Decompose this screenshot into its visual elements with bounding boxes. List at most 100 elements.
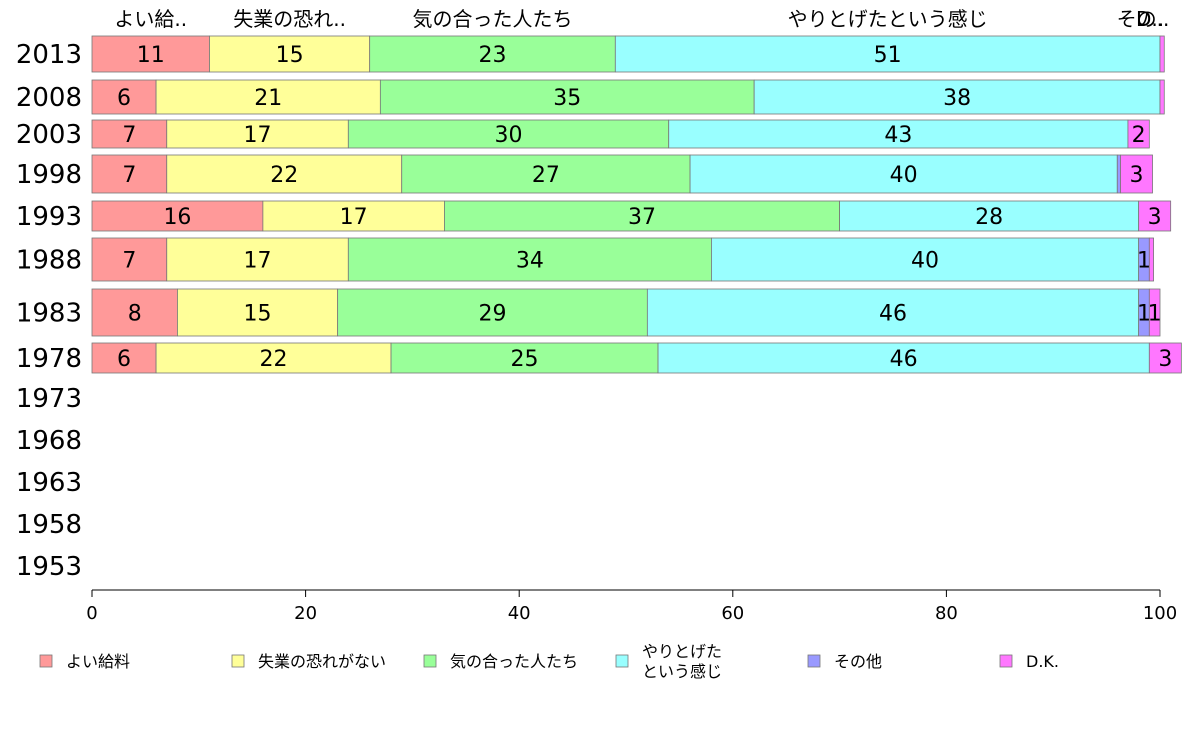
bar-segment	[155, 342, 392, 374]
bar-value-label: 17	[244, 249, 272, 274]
bar-segment	[379, 79, 755, 115]
y-tick-label: 2008	[16, 83, 82, 113]
bar-value-label: 7	[122, 163, 136, 188]
bar-segment	[657, 342, 1150, 374]
bar-value-label: 2	[1132, 123, 1146, 148]
bar-segment	[91, 154, 168, 194]
legend-label: よい給料	[66, 652, 130, 671]
bar-segment	[166, 119, 349, 149]
legend-label: D.K.	[1026, 652, 1059, 671]
y-tick-label: 2013	[16, 40, 82, 70]
bar-value-label: 17	[244, 123, 272, 148]
legend: よい給料 失業の恐れがない 気の合った人たち やりとげたという感じ その他 D.K.	[39, 642, 1059, 681]
bar-value-label: 51	[874, 43, 902, 68]
bar-segment	[753, 79, 1161, 115]
column-header: 気の合った人たち	[413, 7, 573, 31]
bar-segment	[347, 237, 712, 282]
bar-value-label: 6	[117, 347, 131, 372]
bar-value-label: 11	[137, 43, 165, 68]
bar-segment	[1116, 154, 1121, 194]
bar-value-label: 25	[511, 347, 539, 372]
bar-value-label: 28	[975, 205, 1003, 230]
bar-value-label: 46	[879, 302, 907, 327]
legend-label: やりとげたという感じ	[642, 642, 722, 681]
bar-segment	[91, 79, 157, 115]
y-axis-labels: 2013 2008 2003 1998 1993 1988 1983 1978 1973 1968…	[16, 40, 82, 582]
y-tick-label: 1993	[16, 202, 82, 232]
bar-segment	[1120, 154, 1153, 194]
bar-value-label: 38	[943, 86, 971, 111]
column-headers: よい給.. 失業の恐れ.. 気の合った人たち やりとげたという感じ その..D..	[114, 7, 1169, 31]
bar-value-label: 3	[1158, 347, 1172, 372]
legend-swatch	[231, 654, 245, 668]
bar-value-label: 17	[340, 205, 368, 230]
bar-value-label: 6	[117, 86, 131, 111]
y-tick-label: 1988	[16, 246, 82, 276]
y-tick-label: 1983	[16, 299, 82, 329]
bar-segment	[209, 35, 371, 73]
bar-segment	[614, 35, 1161, 73]
column-header: やりとげたという感じ	[788, 7, 988, 31]
bar-segment	[839, 200, 1140, 232]
legend-label-line: やりとげた	[642, 642, 722, 661]
bar-value-label: 16	[163, 205, 191, 230]
bar-value-label: 23	[479, 43, 507, 68]
legend-swatch	[999, 654, 1013, 668]
bar-segment	[155, 79, 381, 115]
legend-label: 失業の恐れがない	[258, 652, 386, 671]
bar-segment	[1148, 237, 1154, 282]
bar-segment	[1148, 342, 1182, 374]
bar-segment	[91, 288, 178, 337]
bar-value-label: 40	[890, 163, 918, 188]
y-tick-label: 1973	[16, 384, 82, 414]
x-tick-label: 80	[935, 603, 958, 624]
y-tick-label: 1958	[16, 510, 82, 540]
legend-label: その他	[834, 652, 882, 671]
y-tick-label: 1953	[16, 552, 82, 582]
bar-segment	[369, 35, 616, 73]
bar-value-label: 27	[532, 163, 560, 188]
bar-value-label: 8	[128, 302, 142, 327]
column-header: 失業の恐れ..	[233, 7, 346, 31]
column-header: D..	[1136, 7, 1164, 31]
bar-value-label: 35	[553, 86, 581, 111]
bar-segment	[1127, 119, 1150, 149]
bar-value-label: 22	[270, 163, 298, 188]
bar-value-label: 15	[244, 302, 272, 327]
x-axis: 0 20 40 60 80 100	[86, 589, 1177, 624]
bar-segment	[646, 288, 1140, 337]
bar-value-label: 29	[479, 302, 507, 327]
bar-value-label: 21	[254, 86, 282, 111]
y-tick-label: 1963	[16, 468, 82, 498]
bar-value-label: 43	[884, 123, 912, 148]
x-tick-label: 40	[508, 603, 531, 624]
bar-segment	[177, 288, 339, 337]
bar-value-label: 1	[1137, 302, 1151, 327]
bar-segment	[91, 35, 210, 73]
bar-segment	[390, 342, 659, 374]
bar-segment	[166, 154, 403, 194]
x-tick-label: 100	[1143, 603, 1177, 624]
bar-segment	[1159, 79, 1165, 115]
y-tick-label: 1998	[16, 160, 82, 190]
legend-label-line: という感じ	[642, 662, 722, 681]
legend-label: 気の合った人たち	[450, 652, 578, 671]
bar-value-label: 46	[890, 347, 918, 372]
bar-value-label: 3	[1130, 163, 1144, 188]
bar-value-label: 34	[516, 249, 544, 274]
bar-segment	[1148, 288, 1161, 337]
y-tick-label: 1978	[16, 344, 82, 374]
column-header: よい給..	[114, 7, 187, 31]
bars: 11 15 23 516 21 35 387 17 30 43 27 22 27 40 316 17 37 28 3…	[91, 35, 1182, 374]
bar-value-label: 40	[911, 249, 939, 274]
bar-value-label: 15	[276, 43, 304, 68]
legend-swatch	[807, 654, 821, 668]
bar-value-label: 1	[1137, 249, 1151, 274]
x-tick-label: 20	[294, 603, 317, 624]
x-tick-label: 0	[86, 603, 97, 624]
bar-value-label: 7	[122, 249, 136, 274]
bar-value-label: 7	[122, 123, 136, 148]
y-tick-label: 1968	[16, 426, 82, 456]
bar-segment	[91, 200, 264, 232]
